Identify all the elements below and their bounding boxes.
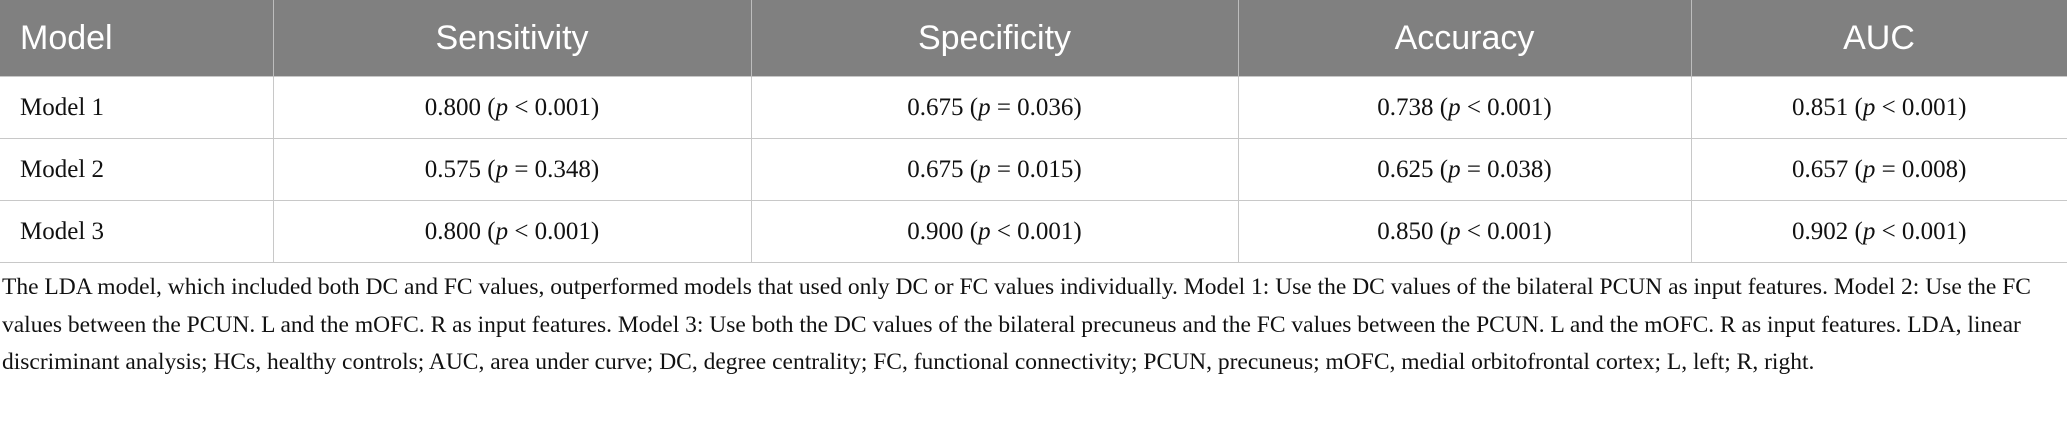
p-symbol: p xyxy=(978,217,991,245)
cell-text: 0.902 ( xyxy=(1791,217,1863,245)
cell-text: 0.625 ( xyxy=(1377,155,1449,183)
column-header: Specificity xyxy=(751,0,1239,77)
p-symbol: p xyxy=(1448,155,1461,183)
table-row: Model 3 0.800 (p < 0.001) 0.900 (p < 0.001… xyxy=(0,200,2067,263)
cell-text: = 0.015) xyxy=(990,155,1082,183)
column-header: Accuracy xyxy=(1238,0,1692,77)
cell-text: < 0.001) xyxy=(1875,93,1967,121)
p-symbol: p xyxy=(1862,155,1876,183)
cell-text: 0.900 ( xyxy=(907,217,979,245)
cell-text: = 0.036) xyxy=(990,93,1082,121)
p-symbol: p xyxy=(1862,93,1876,121)
cell-text: 0.850 ( xyxy=(1377,217,1449,245)
cell-text: 0.675 ( xyxy=(907,93,979,121)
metric-cell: 0.625 (p = 0.038) xyxy=(1237,138,1692,201)
metric-cell: 0.900 (p < 0.001) xyxy=(750,200,1239,263)
table-body: Model 1 0.800 (p < 0.001) 0.675 (p = 0.036… xyxy=(0,76,2067,263)
header-row: Model Sensitivity Specificity Accuracy AUC xyxy=(0,0,2067,77)
p-symbol: p xyxy=(495,217,509,245)
model-name: Model 1 xyxy=(0,76,274,139)
cell-text: 0.800 ( xyxy=(424,217,496,245)
p-symbol: p xyxy=(495,155,509,183)
p-symbol: p xyxy=(1862,217,1876,245)
table-header: Model Sensitivity Specificity Accuracy AUC xyxy=(0,0,2067,77)
footnote: The LDA model, which included both DC an… xyxy=(2,274,2031,375)
cell-text: < 0.001) xyxy=(1875,217,1967,245)
metric-cell: 0.657 (p = 0.008) xyxy=(1690,138,2067,201)
metric-cell: 0.575 (p = 0.348) xyxy=(272,138,752,201)
p-symbol: p xyxy=(495,93,509,121)
metric-cell: 0.675 (p = 0.015) xyxy=(750,138,1239,201)
metric-cell: 0.850 (p < 0.001) xyxy=(1237,200,1692,263)
cell-text: 0.800 ( xyxy=(424,93,496,121)
column-header: Sensitivity xyxy=(273,0,752,77)
metric-cell: 0.800 (p < 0.001) xyxy=(272,76,752,139)
p-symbol: p xyxy=(978,93,991,121)
column-header: AUC xyxy=(1691,0,2067,77)
model-name: Model 3 xyxy=(0,200,274,263)
metric-cell: 0.851 (p < 0.001) xyxy=(1690,76,2067,139)
cell-text: < 0.001) xyxy=(1460,93,1552,121)
cell-text: < 0.001) xyxy=(508,93,600,121)
cell-text: 0.738 ( xyxy=(1377,93,1449,121)
cell-text: = 0.348) xyxy=(508,155,600,183)
column-header: Model xyxy=(0,0,274,77)
cell-text: = 0.008) xyxy=(1875,155,1967,183)
metric-cell: 0.902 (p < 0.001) xyxy=(1690,200,2067,263)
metric-cell: 0.738 (p < 0.001) xyxy=(1237,76,1692,139)
cell-text: 0.575 ( xyxy=(424,155,496,183)
cell-text: < 0.001) xyxy=(508,217,600,245)
metric-cell: 0.800 (p < 0.001) xyxy=(272,200,752,263)
table-row: Model 1 0.800 (p < 0.001) 0.675 (p = 0.036… xyxy=(0,76,2067,139)
p-symbol: p xyxy=(1448,93,1461,121)
model-name: Model 2 xyxy=(0,138,274,201)
results-table: Model Sensitivity Specificity Accuracy AUC M… xyxy=(0,0,2067,263)
cell-text: 0.675 ( xyxy=(907,155,979,183)
cell-text: < 0.001) xyxy=(990,217,1082,245)
table-row: Model 2 0.575 (p = 0.348) 0.675 (p = 0.015… xyxy=(0,138,2067,201)
p-symbol: p xyxy=(978,155,991,183)
metric-cell: 0.675 (p = 0.036) xyxy=(750,76,1239,139)
cell-text: = 0.038) xyxy=(1460,155,1552,183)
cell-text: 0.851 ( xyxy=(1791,93,1863,121)
p-symbol: p xyxy=(1448,217,1461,245)
cell-text: < 0.001) xyxy=(1460,217,1552,245)
cell-text: 0.657 ( xyxy=(1791,155,1863,183)
